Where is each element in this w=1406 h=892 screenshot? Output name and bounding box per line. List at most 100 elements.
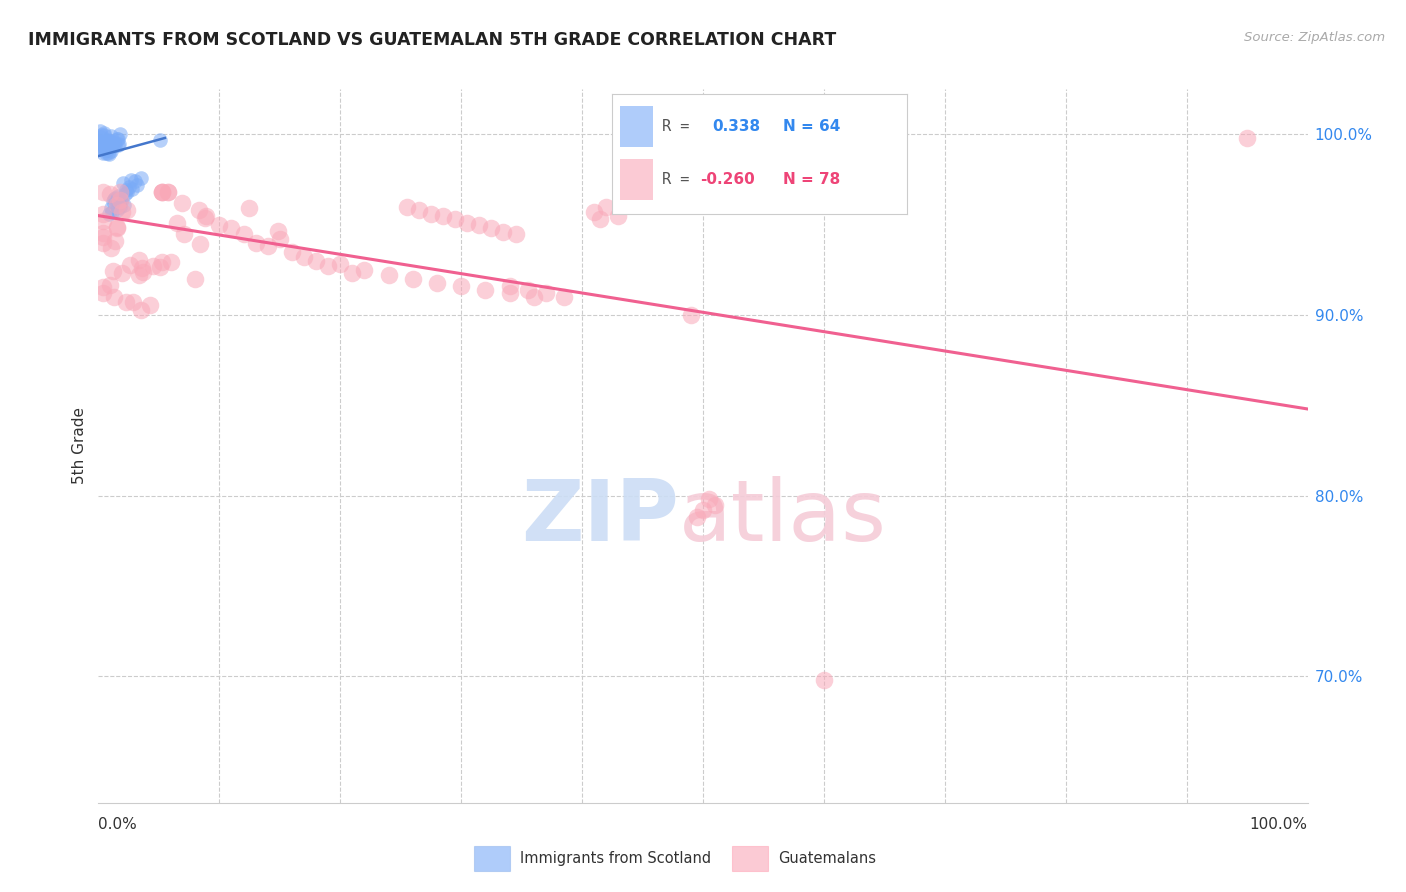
Point (89, 130, 111, 145)
Point (107, 138, 129, 153)
Point (96, 135, 118, 149)
Point (589, 212, 612, 227)
Point (94, 146, 117, 161)
Point (91, 185, 114, 199)
Point (97, 134, 120, 148)
Point (238, 201, 260, 215)
Point (194, 211, 217, 226)
Point (184, 272, 207, 286)
Point (329, 257, 352, 271)
Point (100, 139, 122, 153)
Point (100, 202, 122, 216)
Point (188, 236, 211, 251)
Point (90, 128, 112, 143)
Point (107, 132, 129, 146)
Bar (474, 847, 509, 871)
Point (595, 200, 617, 214)
Point (408, 203, 430, 218)
Point (103, 290, 125, 304)
Text: 0.0%: 0.0% (98, 817, 138, 832)
Point (281, 244, 304, 259)
Point (173, 227, 195, 241)
Point (94, 143, 117, 157)
Point (474, 283, 496, 297)
Point (98, 146, 121, 161)
Point (91, 142, 114, 156)
Point (121, 181, 143, 195)
Text: atlas: atlas (679, 475, 887, 559)
Point (105, 197, 128, 211)
Point (456, 216, 478, 230)
Point (150, 185, 173, 199)
Point (267, 224, 290, 238)
Point (149, 260, 172, 274)
Point (245, 235, 267, 250)
Point (111, 266, 134, 280)
Text: 100.0%: 100.0% (1250, 817, 1308, 832)
Point (100, 144, 122, 158)
Point (353, 263, 375, 277)
Point (97, 146, 120, 161)
Point (91, 229, 114, 244)
Point (128, 252, 150, 267)
Point (91, 235, 114, 250)
Point (139, 298, 162, 312)
Point (444, 212, 467, 227)
Point (492, 225, 515, 239)
Point (697, 492, 720, 507)
Point (292, 250, 315, 264)
Point (704, 498, 727, 512)
Text: Guatemalans: Guatemalans (778, 851, 876, 866)
Point (100, 136, 122, 150)
Point (110, 194, 132, 209)
Point (159, 254, 181, 268)
Point (232, 227, 254, 241)
Point (101, 194, 124, 209)
Point (166, 216, 188, 230)
Point (89, 136, 111, 150)
Point (94, 136, 117, 151)
Point (118, 179, 141, 194)
Point (108, 200, 131, 214)
Point (128, 268, 150, 283)
Point (91, 286, 114, 301)
Point (157, 185, 180, 199)
Point (91, 214, 114, 228)
Point (94, 143, 117, 157)
Point (91, 280, 114, 294)
Point (157, 185, 180, 199)
Point (91, 145, 114, 160)
Point (100, 140, 122, 154)
Point (103, 193, 125, 207)
Point (114, 186, 136, 201)
Point (115, 294, 138, 309)
Point (91, 207, 114, 221)
Point (90, 135, 112, 149)
Point (97, 134, 120, 148)
Point (89, 138, 111, 153)
Point (686, 510, 709, 524)
Point (93, 137, 115, 152)
Point (132, 265, 155, 279)
Point (450, 279, 472, 293)
Point (101, 264, 124, 278)
Point (468, 218, 491, 232)
Text: R =: R = (662, 171, 699, 186)
Point (93, 128, 115, 143)
Point (402, 272, 425, 286)
Point (498, 279, 520, 293)
Point (105, 220, 128, 235)
Point (93, 126, 115, 140)
Point (105, 221, 128, 235)
Point (813, 673, 835, 687)
Point (96, 135, 118, 149)
Point (129, 302, 152, 317)
Point (256, 239, 278, 253)
Point (110, 127, 132, 141)
Point (107, 137, 129, 152)
Point (120, 258, 142, 272)
Point (98, 278, 121, 293)
Y-axis label: 5th Grade: 5th Grade (72, 408, 87, 484)
Point (97, 133, 120, 147)
Point (172, 196, 194, 211)
